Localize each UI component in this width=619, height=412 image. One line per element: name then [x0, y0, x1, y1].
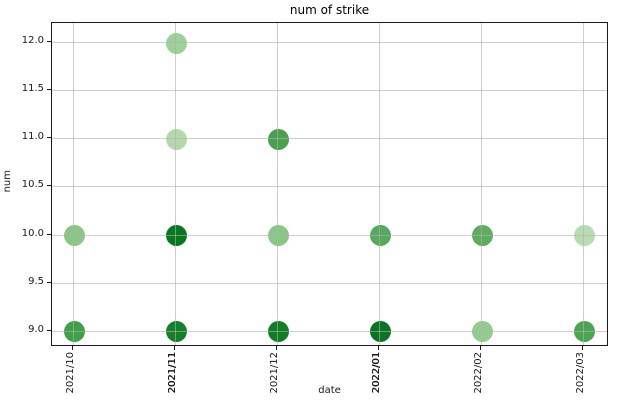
- scatter-point: [471, 225, 493, 247]
- x-tick-label: 2021/12: [269, 352, 280, 394]
- scatter-point: [63, 321, 85, 343]
- y-tick-label: 11.5: [21, 83, 44, 95]
- y-tick-label: 12.0: [21, 35, 44, 46]
- x-tick-label: 2022/03: [575, 352, 586, 394]
- gridline-vertical: [583, 23, 584, 345]
- scatter-point: [165, 321, 187, 343]
- scatter-point: [471, 321, 493, 343]
- gridline-vertical: [481, 23, 482, 345]
- y-tick-label: 10.0: [21, 227, 44, 239]
- gridline-horizontal: [52, 138, 607, 140]
- y-tick-label: 9.0: [28, 323, 44, 335]
- y-tick-mark: [47, 137, 51, 139]
- x-tick-label: 2021/10: [65, 352, 76, 394]
- chart-title: num of strike: [289, 3, 370, 17]
- gridline-horizontal: [52, 42, 607, 43]
- scatter-point: [165, 128, 187, 150]
- scatter-point: [369, 225, 391, 247]
- scatter-point: [267, 321, 289, 343]
- scatter-point: [267, 128, 289, 150]
- scatter-point: [165, 225, 187, 247]
- y-tick-mark: [47, 329, 51, 331]
- gridline-vertical: [175, 23, 176, 345]
- y-tick-mark: [47, 89, 51, 91]
- gridline-horizontal: [52, 330, 607, 332]
- x-tick-label: 2022/02: [473, 352, 484, 394]
- gridline-horizontal: [52, 234, 607, 236]
- gridline-vertical: [73, 23, 74, 345]
- gridline-horizontal: [52, 90, 607, 92]
- y-tick-mark: [47, 185, 51, 187]
- y-tick-mark: [47, 233, 51, 235]
- plot-area: [51, 22, 608, 346]
- gridline-horizontal: [52, 282, 607, 284]
- x-tick-label: 2022/01: [371, 352, 382, 394]
- x-tick-mark: [276, 346, 277, 350]
- scatter-point: [165, 32, 187, 54]
- scatter-point: [573, 225, 595, 247]
- gridline-vertical: [277, 23, 278, 345]
- y-tick-label: 10.5: [21, 179, 44, 191]
- scatter-point: [63, 225, 85, 247]
- x-axis-label: date: [318, 385, 341, 396]
- scatter-point: [267, 225, 289, 247]
- y-tick-label: 11.0: [21, 131, 44, 143]
- x-tick-label: 2021/11: [167, 352, 178, 394]
- gridline-vertical: [379, 23, 380, 345]
- y-tick-mark: [47, 41, 51, 42]
- x-tick-mark: [480, 346, 481, 350]
- scatter-point: [573, 321, 595, 343]
- y-tick-mark: [47, 281, 51, 283]
- x-tick-mark: [582, 346, 583, 350]
- y-tick-label: 9.5: [28, 275, 44, 287]
- x-tick-mark: [378, 346, 379, 350]
- gridline-horizontal: [52, 186, 607, 188]
- x-tick-mark: [174, 346, 175, 350]
- scatter-point: [369, 321, 391, 343]
- x-tick-mark: [72, 346, 73, 350]
